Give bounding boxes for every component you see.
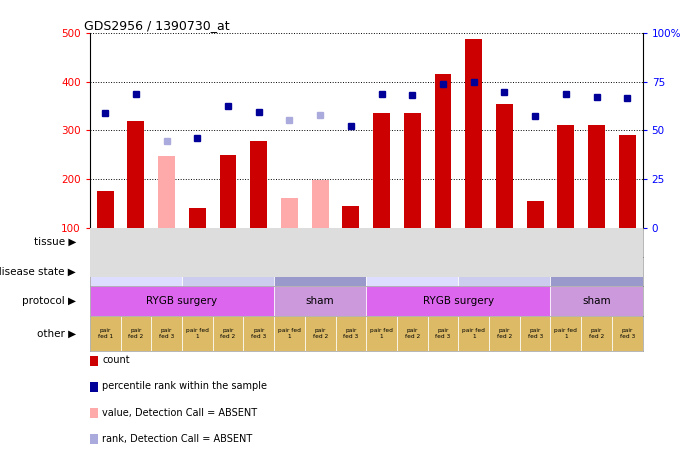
Bar <box>213 316 243 351</box>
Text: pair
fed 3: pair fed 3 <box>159 328 174 339</box>
Bar <box>588 126 605 228</box>
Text: weight regained: weight regained <box>375 267 449 276</box>
Bar <box>435 74 451 228</box>
Text: percentile rank within the sample: percentile rank within the sample <box>102 382 267 392</box>
Bar <box>465 39 482 228</box>
Bar <box>373 113 390 228</box>
Text: pair
fed 2: pair fed 2 <box>497 328 512 339</box>
Text: pair
fed 3: pair fed 3 <box>527 328 542 339</box>
Bar <box>404 113 421 228</box>
Bar <box>496 104 513 228</box>
Text: value, Detection Call = ABSENT: value, Detection Call = ABSENT <box>102 408 257 418</box>
Text: weight lost: weight lost <box>203 267 253 276</box>
Text: pair fed
1: pair fed 1 <box>278 328 301 339</box>
Text: pair fed
1: pair fed 1 <box>462 328 485 339</box>
Bar <box>182 257 274 286</box>
Bar <box>120 316 151 351</box>
Text: sham: sham <box>583 296 611 306</box>
Bar <box>90 228 366 257</box>
Bar <box>90 316 120 351</box>
Bar <box>336 316 366 351</box>
Bar <box>90 286 274 316</box>
Bar <box>151 316 182 351</box>
Bar <box>366 257 458 286</box>
Bar <box>428 316 458 351</box>
Text: hypothalamus: hypothalamus <box>467 237 542 247</box>
Bar <box>458 257 551 286</box>
Bar <box>612 316 643 351</box>
Bar <box>551 286 643 316</box>
Text: weight regained: weight regained <box>99 267 173 276</box>
Bar <box>90 257 182 286</box>
Text: pair
fed 3: pair fed 3 <box>620 328 635 339</box>
Text: pair
fed 3: pair fed 3 <box>435 328 451 339</box>
Text: rank, Detection Call = ABSENT: rank, Detection Call = ABSENT <box>102 434 252 444</box>
Bar <box>458 316 489 351</box>
Bar <box>489 316 520 351</box>
Text: pair
fed 3: pair fed 3 <box>251 328 266 339</box>
Text: RYGB surgery: RYGB surgery <box>146 296 218 306</box>
Bar <box>274 286 366 316</box>
Text: control: control <box>305 267 336 276</box>
Bar <box>366 286 551 316</box>
Text: control: control <box>581 267 612 276</box>
Text: disease state ▶: disease state ▶ <box>0 266 76 277</box>
Text: GDS2956 / 1390730_at: GDS2956 / 1390730_at <box>84 19 230 32</box>
Bar <box>581 316 612 351</box>
Bar <box>520 316 551 351</box>
Bar <box>551 257 643 286</box>
Bar <box>366 316 397 351</box>
Bar <box>97 191 113 228</box>
Bar <box>343 206 359 228</box>
Bar <box>189 208 206 228</box>
Text: pair
fed 1: pair fed 1 <box>97 328 113 339</box>
Bar <box>551 316 581 351</box>
Text: pair fed
1: pair fed 1 <box>554 328 577 339</box>
Bar <box>281 198 298 228</box>
Text: weight lost: weight lost <box>480 267 529 276</box>
Text: pair
fed 2: pair fed 2 <box>405 328 420 339</box>
Text: tissue ▶: tissue ▶ <box>34 237 76 247</box>
Text: pair
fed 2: pair fed 2 <box>312 328 328 339</box>
Bar <box>397 316 428 351</box>
Text: pair
fed 2: pair fed 2 <box>129 328 144 339</box>
Bar <box>243 316 274 351</box>
Bar <box>305 316 336 351</box>
Text: pair
fed 2: pair fed 2 <box>589 328 604 339</box>
Bar <box>182 316 213 351</box>
Bar <box>250 141 267 228</box>
Bar <box>558 126 574 228</box>
Bar <box>366 228 643 257</box>
Text: pair fed
1: pair fed 1 <box>370 328 393 339</box>
Bar <box>127 120 144 228</box>
Bar <box>274 257 366 286</box>
Text: RYGB surgery: RYGB surgery <box>423 296 494 306</box>
Text: sham: sham <box>306 296 334 306</box>
Text: pair fed
1: pair fed 1 <box>186 328 209 339</box>
Text: count: count <box>102 356 130 365</box>
Bar <box>312 180 329 228</box>
Bar <box>220 155 236 228</box>
Bar <box>619 135 636 228</box>
Bar <box>274 316 305 351</box>
Text: pair
fed 3: pair fed 3 <box>343 328 359 339</box>
Text: other ▶: other ▶ <box>37 328 76 338</box>
Bar <box>527 201 544 228</box>
Text: protocol ▶: protocol ▶ <box>22 296 76 306</box>
Text: pair
fed 2: pair fed 2 <box>220 328 236 339</box>
Bar <box>158 155 175 228</box>
Text: subcutaneous abdominal fat: subcutaneous abdominal fat <box>153 237 303 247</box>
